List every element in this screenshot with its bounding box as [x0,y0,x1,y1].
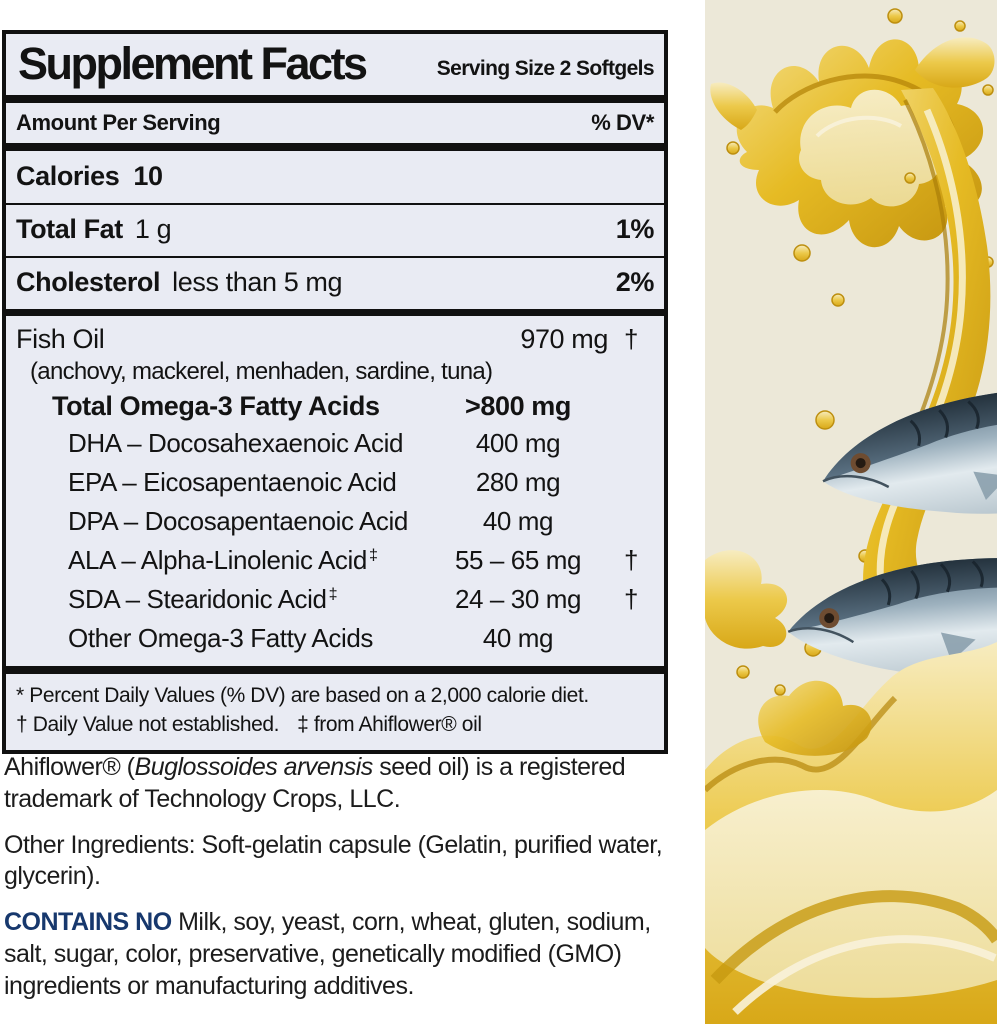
cholesterol-dv: 2% [615,267,655,298]
fish-oil-splash-photo [705,0,997,1024]
panel-title: Supplement Facts [18,38,368,89]
fish-oil-sources: (anchovy, mackerel, menhaden, sardine, t… [30,358,493,386]
pectoral-fin [940,632,976,662]
serving-size: Serving Size 2 Softgels [436,57,655,81]
dha-row: DHA – Docosahexaenoic Acid 400 mg [6,424,664,463]
fish-oil-dv-dagger: † [623,324,639,355]
omega3-total-amount: >800 mg [464,391,572,422]
dpa-label: DPA – Docosapentaenoic Acid [68,506,408,537]
other-omega3-label: Other Omega-3 Fatty Acids [68,623,374,654]
divider-thick [6,143,664,152]
cholesterol-label: Cholesterol [16,267,161,298]
contains-no-text: Milk, soy, yeast, corn, wheat, gluten, s… [4,908,651,1000]
omega3-total-label: Total Omega-3 Fatty Acids [52,391,380,422]
divider-thin [6,203,664,206]
panel-header: Supplement Facts Serving Size 2 Softgels [6,34,664,95]
footnote-mark: ‡ [368,545,378,564]
divider-thick [6,666,664,675]
ala-row: ALA – Alpha-Linolenic Acid ‡ 55 – 65 mg † [6,541,664,580]
total-fat-dv: 1% [615,214,655,245]
footnotes: * Percent Daily Values (% DV) are based … [6,674,664,750]
oil-splash-left [705,550,788,679]
contains-no-label: CONTAINS NO [4,908,172,936]
cholesterol-row: Cholesterol less than 5 mg 2% [6,258,664,309]
calories-value: 10 [133,161,163,192]
fish-oil-label: Fish Oil [16,324,105,355]
other-omega3-amount: 40 mg [482,623,554,654]
total-fat-label: Total Fat [16,214,123,245]
epa-amount: 280 mg [475,467,561,498]
species-name: Buglossoides arvensis [134,753,374,781]
amount-per-serving-label: Amount Per Serving [16,110,221,136]
sda-dv-dagger: † [623,584,639,615]
mackerel-fish-lower [787,558,997,679]
fish-oil-amount: 970 mg [520,324,608,355]
other-omega3-row: Other Omega-3 Fatty Acids 40 mg [6,619,664,658]
pectoral-fin [973,471,997,500]
dha-label: DHA – Docosahexaenoic Acid [68,428,404,459]
total-fat-amount: 1 g [134,214,172,245]
footnote-line2: † Daily Value not established. ‡ from Ahi… [16,711,654,740]
divider-thick [6,95,664,104]
calories-row: Calories 10 [6,151,664,203]
epa-label: EPA – Eicosapentaenoic Acid [68,467,397,498]
trademark-paragraph: Ahiflower® (Buglossoides arvensis seed o… [4,753,626,813]
divider-thin [6,256,664,259]
ala-dv-dagger: † [623,545,639,576]
label-fine-print: Ahiflower® (Buglossoides arvensis seed o… [4,752,666,1016]
ala-label: ALA – Alpha-Linolenic Acid ‡ [68,545,378,576]
divider-medium [6,309,664,317]
supplement-facts-panel: Supplement Facts Serving Size 2 Softgels… [2,30,668,755]
footnote-daily-value: † Daily Value not established. [16,713,280,737]
footnote-mark: ‡ [328,584,338,603]
epa-row: EPA – Eicosapentaenoic Acid 280 mg [6,463,664,502]
cholesterol-amount: less than 5 mg [172,267,343,298]
dpa-row: DPA – Docosapentaenoic Acid 40 mg [6,502,664,541]
oil-wave-bottom [705,642,997,1024]
sda-amount: 24 – 30 mg [454,584,582,615]
dpa-amount: 40 mg [482,506,554,537]
dha-amount: 400 mg [475,428,561,459]
omega3-total-row: Total Omega-3 Fatty Acids >800 mg [6,389,664,424]
fish-oil-section: Fish Oil 970 mg † (anchovy, mackerel, me… [6,316,664,666]
percent-dv-header: % DV* [591,110,654,136]
sda-row: SDA – Stearidonic Acid ‡ 24 – 30 mg † [6,580,664,619]
total-fat-row: Total Fat 1 g 1% [6,205,664,256]
fish-oil-row: Fish Oil 970 mg † [6,322,664,357]
calories-label: Calories [16,161,120,192]
other-ingredients-paragraph: Other Ingredients: Soft-gelatin capsule … [4,830,663,891]
amount-per-serving-row: Amount Per Serving % DV* [6,103,664,143]
mackerel-fish-upper [822,388,997,514]
contains-no-paragraph: CONTAINS NO Milk, soy, yeast, corn, whea… [4,907,666,1002]
ala-amount: 55 – 65 mg [454,545,582,576]
sda-label: SDA – Stearidonic Acid ‡ [68,584,338,615]
footnote-ahiflower: ‡ from Ahiflower® oil [297,713,482,737]
footnote-percent-dv: * Percent Daily Values (% DV) are based … [16,684,589,708]
